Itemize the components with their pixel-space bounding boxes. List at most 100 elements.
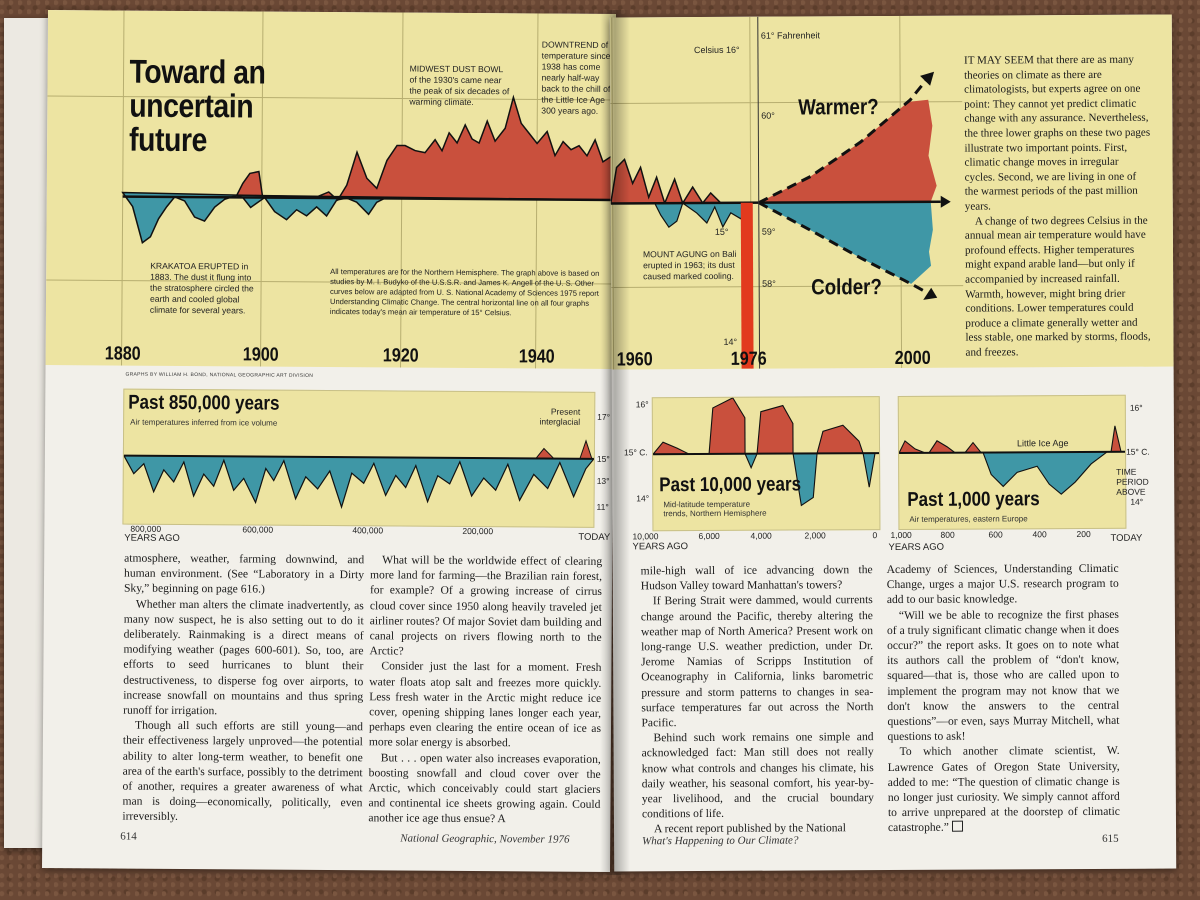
- text-column-1: atmosphere, weather, farming downwind, a…: [122, 551, 364, 826]
- x-axis-unit-10k: YEARS AGO: [632, 541, 689, 553]
- x-tick-1k: 200: [1076, 528, 1091, 540]
- text-column-3: mile-high wall of ice advancing down the…: [641, 562, 874, 837]
- x-tick-10k: 0: [872, 530, 878, 541]
- y-tick-1k: 16°: [1129, 402, 1143, 413]
- y-tick-1k: 15° C.: [1126, 446, 1150, 457]
- scale-celsius-14: 14°: [723, 336, 738, 347]
- projection-cold: [758, 201, 933, 284]
- panel-850000-years: Past 850,000 years Air temperatures infe…: [122, 388, 596, 528]
- scale-fahrenheit-60: 60°: [761, 110, 775, 121]
- x-tick-850k: TODAY: [578, 531, 611, 543]
- year-label: 1920: [382, 345, 419, 367]
- mean-line-left: [122, 195, 615, 202]
- colder-arrowhead: [923, 287, 938, 300]
- scale-celsius-16: Celsius 16°: [693, 44, 740, 56]
- warmer-arrowhead: [920, 71, 935, 86]
- annotation-dust-bowl: MIDWEST DUST BOWL of the 1930's came nea…: [409, 63, 510, 108]
- x-tick-1k: 800: [940, 529, 955, 540]
- warmer-label: Warmer?: [798, 94, 879, 120]
- left-page: Toward an uncertain future KRAKATOA ERUP…: [42, 10, 616, 872]
- paragraph-text: To which another climate scientist, W. L…: [887, 744, 1120, 835]
- x-axis-unit-850k: YEARS AGO: [124, 532, 180, 544]
- x-tick-850k: 200,000: [462, 525, 494, 537]
- scale-fahrenheit-59: 59°: [761, 226, 776, 237]
- x-tick-850k: 600,000: [242, 524, 274, 535]
- page-number-left: 614: [120, 830, 137, 843]
- warmer-arrow-line: [758, 76, 930, 205]
- y-tick-850k: 17°: [597, 411, 611, 422]
- y-tick-850k: 13°: [596, 475, 610, 486]
- text-column-2: What will be the worldwide effect of cle…: [368, 552, 602, 827]
- paragraph: What will be the worldwide effect of cle…: [369, 553, 603, 658]
- main-chart-left-svg: [46, 10, 616, 369]
- y-tick-850k: 11°: [596, 501, 609, 512]
- x-tick-850k: 400,000: [352, 525, 384, 536]
- x-tick-10k: 4,000: [750, 530, 772, 541]
- paragraph: If Bering Strait were dammed, would curr…: [640, 593, 874, 730]
- y-tick-1k: 14°: [1130, 496, 1144, 507]
- cold-area-right: [653, 202, 752, 229]
- warm-area-right: [609, 158, 751, 206]
- page-number-right: 615: [1102, 832, 1119, 845]
- y-tick-10k: 14°: [636, 493, 650, 504]
- annotation-krakatoa: KRAKATOA ERUPTED in 1883. The dust it fl…: [149, 260, 254, 316]
- paragraph: Academy of Sciences, Understanding Clima…: [886, 561, 1119, 607]
- paragraph: But . . . open water also increases evap…: [368, 751, 601, 826]
- present-interglacial-label: Present interglacial: [539, 406, 581, 427]
- paragraph: mile-high wall of ice advancing down the…: [640, 563, 873, 593]
- panel-850k-subtitle: Air temperatures inferred from ice volum…: [130, 417, 278, 428]
- x-tick-1k: 400: [1032, 529, 1047, 540]
- y-tick-10k: 16°: [635, 399, 649, 410]
- sidebar-paragraph: A change of two degrees Celsius in the a…: [964, 214, 1151, 359]
- cold-area-850k: [123, 454, 595, 510]
- annotation-mount-agung: MOUNT AGUNG on Bali erupted in 1963; its…: [642, 248, 737, 282]
- main-chart-left: Toward an uncertain future KRAKATOA ERUP…: [45, 10, 616, 369]
- time-period-above-label: TIME PERIOD ABOVE: [1116, 466, 1149, 497]
- sidebar-paragraph: IT MAY SEEM that there are as many theor…: [963, 53, 1151, 213]
- panel-1k-subtitle: Air temperatures, eastern Europe: [909, 514, 1028, 524]
- panel-1000-years: Little Ice Age Past 1,000 years Air temp…: [897, 394, 1127, 530]
- panel-1k-title: Past 1,000 years: [907, 488, 1040, 511]
- year-label: 1940: [518, 346, 555, 368]
- main-chart-right-svg: [609, 15, 964, 370]
- paragraph: Though all such efforts are still young—…: [122, 718, 364, 824]
- x-tick-10k: 6,000: [698, 530, 720, 542]
- paragraph: To which another climate scientist, W. L…: [888, 743, 1120, 835]
- year-label: 1960: [616, 349, 653, 371]
- panel-10k-subtitle: Mid-latitude temperature trends, Norther…: [663, 499, 767, 519]
- end-mark-icon: [951, 821, 963, 833]
- panel-10000-svg: [652, 397, 880, 507]
- panel-10k-title: Past 10,000 years: [659, 473, 802, 497]
- x-tick-1k: TODAY: [1110, 532, 1143, 544]
- main-chart-right: Celsius 16° 61° Fahrenheit 60° 15° 59° 5…: [609, 14, 1174, 371]
- sidebar-text: IT MAY SEEM that there are as many theor…: [964, 53, 1152, 360]
- x-tick-1k: 600: [988, 529, 1003, 540]
- scale-celsius-15: 15°: [714, 226, 729, 237]
- paragraph: Whether man alters the climate inadverte…: [123, 597, 364, 718]
- year-label: 1976: [730, 348, 767, 370]
- panel-850000-svg: [123, 439, 595, 510]
- y-tick-10k: 15° C.: [624, 447, 648, 458]
- year-label: 2000: [894, 347, 931, 369]
- paragraph: atmosphere, weather, farming downwind, a…: [123, 551, 365, 596]
- little-ice-age-label: Little Ice Age: [1016, 438, 1069, 449]
- paragraph: Behind such work remains one simple and …: [641, 730, 874, 821]
- annotation-downtrend: DOWNTREND of temperature since 1938 has …: [541, 39, 611, 116]
- running-footer-right: What's Happening to Our Climate?: [642, 834, 799, 848]
- graph-credit: GRAPHS BY WILLIAM H. BOND, NATIONAL GEOG…: [125, 371, 314, 379]
- x-tick-10k: 2,000: [804, 530, 826, 541]
- chart-note: All temperatures are for the Northern He…: [329, 267, 600, 318]
- year-label: 1900: [242, 344, 279, 366]
- panel-10000-years: Past 10,000 years Mid-latitude temperatu…: [651, 396, 881, 532]
- paragraph: Consider just the last for a moment. Fre…: [368, 659, 602, 750]
- x-axis-unit-1k: YEARS AGO: [888, 541, 945, 554]
- year-1976-marker: [740, 202, 754, 369]
- warm-area-850k: [534, 439, 593, 460]
- panel-1000-svg: [898, 425, 1126, 495]
- x-tick-1k: 1,000: [890, 529, 912, 541]
- paragraph: “Will we be able to recognize the first …: [886, 607, 1120, 744]
- colder-label: Colder?: [811, 274, 882, 300]
- text-column-4: Academy of Sciences, Understanding Clima…: [887, 561, 1120, 836]
- scale-fahrenheit-58: 58°: [762, 278, 776, 289]
- colder-arrow-line: [758, 201, 930, 296]
